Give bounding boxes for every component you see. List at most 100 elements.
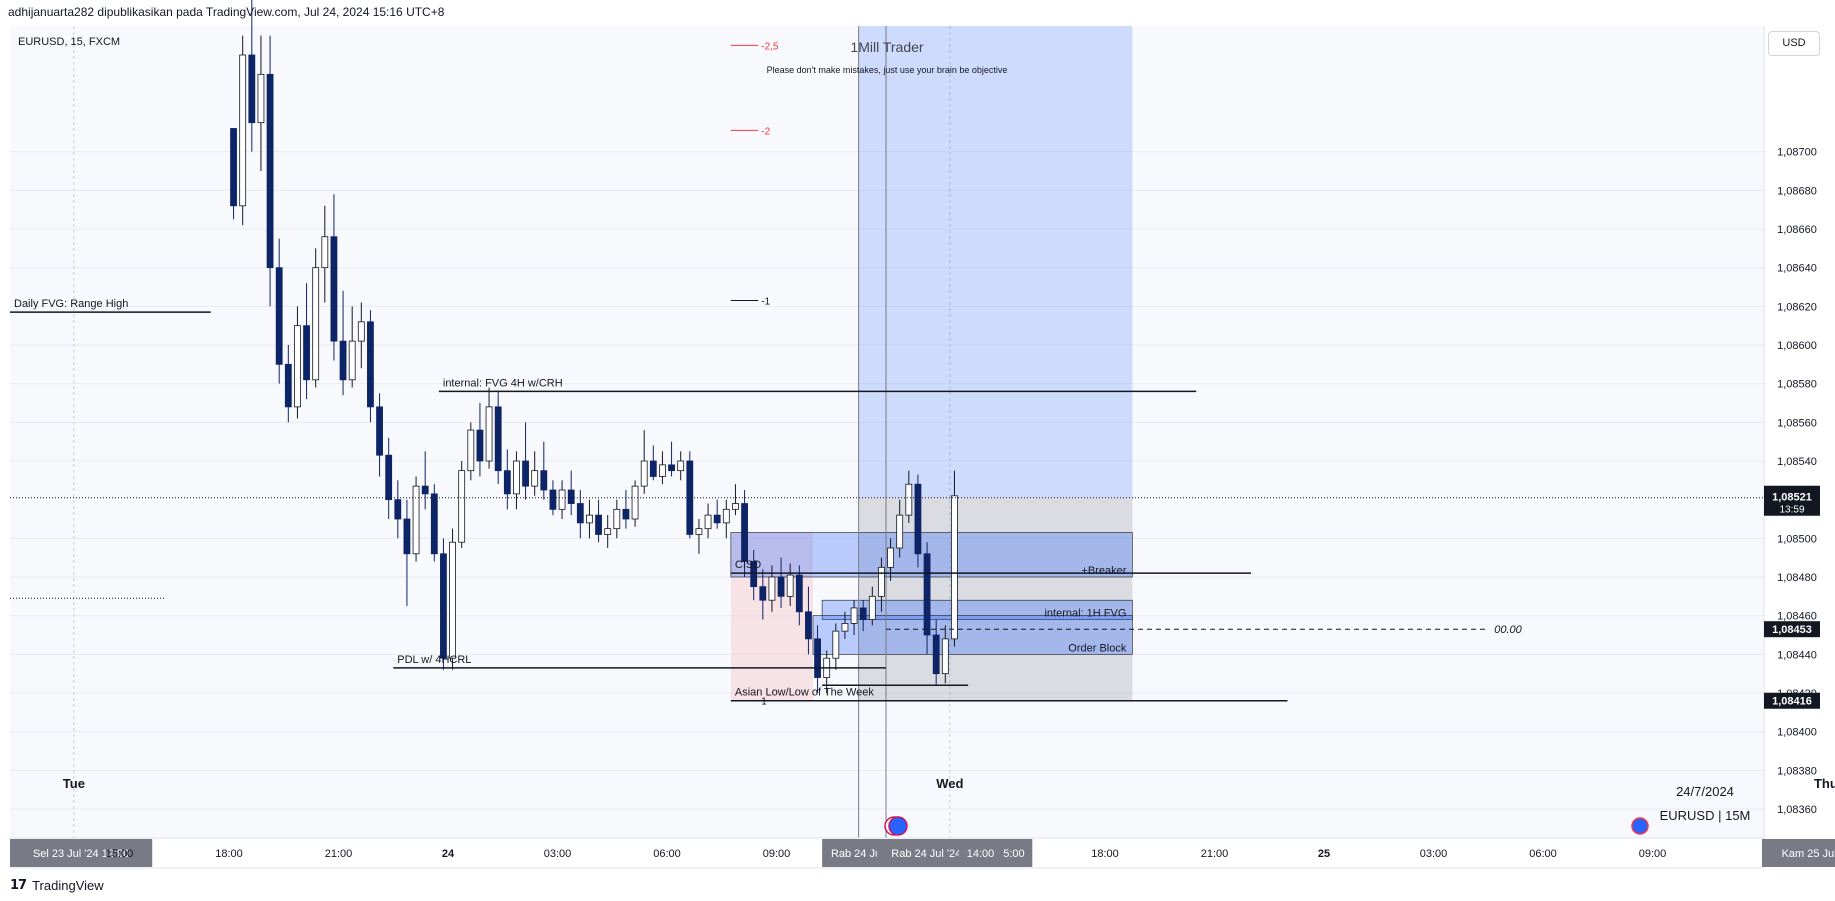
candle-body [704, 514, 712, 530]
price-tick-label: 1,08680 [1777, 185, 1817, 197]
price-tick-label: 1,08440 [1777, 649, 1817, 661]
candle-body [494, 406, 502, 472]
candle-body [686, 460, 694, 535]
price-tick-label: 1,08600 [1777, 340, 1817, 352]
candle-body [385, 454, 393, 501]
candle-body [677, 460, 685, 472]
session-label: Thu [1814, 776, 1835, 791]
candle-body [941, 638, 949, 675]
price-tick-label: 1,08640 [1777, 263, 1817, 275]
candle-body [257, 73, 265, 124]
time-label-highlight [959, 839, 1002, 867]
candle-body [604, 528, 612, 535]
candle-body [567, 489, 575, 504]
fib-level-label: -1 [761, 297, 770, 308]
time-tick-label: 09:00 [1639, 848, 1667, 860]
candle-body [923, 553, 931, 636]
annotations-layer: Daily FVG: Range High internal: FVG 4H w/… [10, 41, 1764, 708]
candle-body [503, 470, 511, 495]
fib-level-label: -2,5 [761, 41, 779, 52]
candle-body [458, 470, 466, 543]
time-tick-label: 18:00 [1091, 848, 1119, 860]
candle-body [750, 561, 758, 588]
last-price-countdown: 13:59 [1779, 505, 1804, 516]
price-tick-label: 1,08540 [1777, 456, 1817, 468]
zone-label: Order Block [1068, 642, 1127, 654]
candle-body [513, 460, 520, 495]
corner-symbol: EURUSD | 15M [1660, 808, 1751, 823]
candle-body [586, 514, 593, 524]
annotation-label: Daily FVG: Range High [14, 298, 128, 310]
candle-body [914, 483, 922, 555]
position-target-zone [858, 26, 1133, 498]
candle-body [631, 485, 639, 520]
time-tick-label: 14:00 [967, 848, 995, 860]
zone-label: +Breaker [1081, 565, 1126, 577]
candle-body [868, 595, 876, 620]
candle-body [275, 267, 283, 365]
candle-body [248, 54, 256, 124]
time-tick-label: Rab 24 Ju [831, 848, 881, 860]
grid-lines [10, 26, 1827, 838]
price-tick-label: 1,08380 [1777, 765, 1817, 777]
chart-pane-background [10, 26, 1764, 838]
candle-body [403, 518, 411, 555]
candle-body [814, 638, 821, 678]
annotation-label: Asian Low/Low of The Week [735, 687, 875, 699]
price-marker-badge [1764, 621, 1820, 638]
corner-date: 24/7/2024 [1676, 784, 1734, 799]
candle-body [230, 128, 237, 207]
currency-button[interactable]: USD [1768, 31, 1820, 56]
candle-body [357, 321, 365, 342]
publish-header: adhijanuarta282 dipublikasikan pada Trad… [8, 5, 445, 19]
candle-body [476, 429, 484, 462]
candles-layer [230, 0, 958, 693]
time-tick-label: 09:00 [763, 848, 791, 860]
candle-body [294, 325, 301, 408]
time-tick-label: 06:00 [1529, 848, 1557, 860]
price-axis[interactable]: 1,08700 1,08680 1,08660 1,08640 1,08620 1,086… [1763, 0, 1835, 838]
zone-box [821, 599, 1133, 620]
candle-body [905, 483, 913, 516]
time-tick-label: 06:00 [653, 848, 681, 860]
candle-body [759, 586, 767, 601]
annotation-label: internal: FVG 4H w/CRH [443, 377, 563, 389]
candle-body [321, 236, 329, 269]
candle-body [896, 514, 904, 549]
candle-body [540, 470, 548, 491]
price-marker-label: 1,08453 [1772, 624, 1812, 636]
price-tick-label: 1,08400 [1777, 727, 1817, 739]
candle-body [266, 73, 274, 269]
candle-body [795, 574, 803, 613]
candle-body [859, 607, 867, 620]
price-tick-label: 1,08620 [1777, 301, 1817, 313]
zones-layer: +Breaker internal: 1H FVG Order Block [730, 26, 1133, 838]
candle-body [440, 553, 447, 659]
candle-body [732, 503, 739, 510]
time-tick-label: 24 [442, 848, 455, 860]
candle-body [640, 460, 648, 487]
watermark-title: 1Mill Trader [850, 39, 923, 55]
price-tick-label: 1,08500 [1777, 533, 1817, 545]
candle-body [522, 460, 529, 487]
zone-label: internal: 1H FVG [1044, 608, 1126, 620]
last-price-badge [1764, 485, 1820, 516]
candle-body [850, 607, 858, 624]
time-tick-label: 25 [1318, 848, 1330, 860]
candle-body [367, 321, 374, 408]
price-tick-label: 1,08360 [1777, 804, 1817, 816]
event-marker-icon-2[interactable] [888, 816, 908, 836]
time-tick-label: Kam 25 Jul '24 12:00 [1782, 848, 1835, 860]
candle-body [695, 528, 703, 535]
candle-body [777, 576, 785, 597]
candle-body [595, 514, 602, 535]
annotation-dashed-label: 00.00 [1494, 624, 1522, 636]
time-tick-label: 03:00 [1420, 848, 1448, 860]
symbol-info: EURUSD, 15, FXCM [18, 36, 120, 48]
candle-body [303, 325, 310, 381]
candle-body [951, 495, 958, 640]
price-tick-label: 1,08700 [1777, 147, 1817, 159]
price-marker-label: 1,08416 [1772, 696, 1812, 708]
